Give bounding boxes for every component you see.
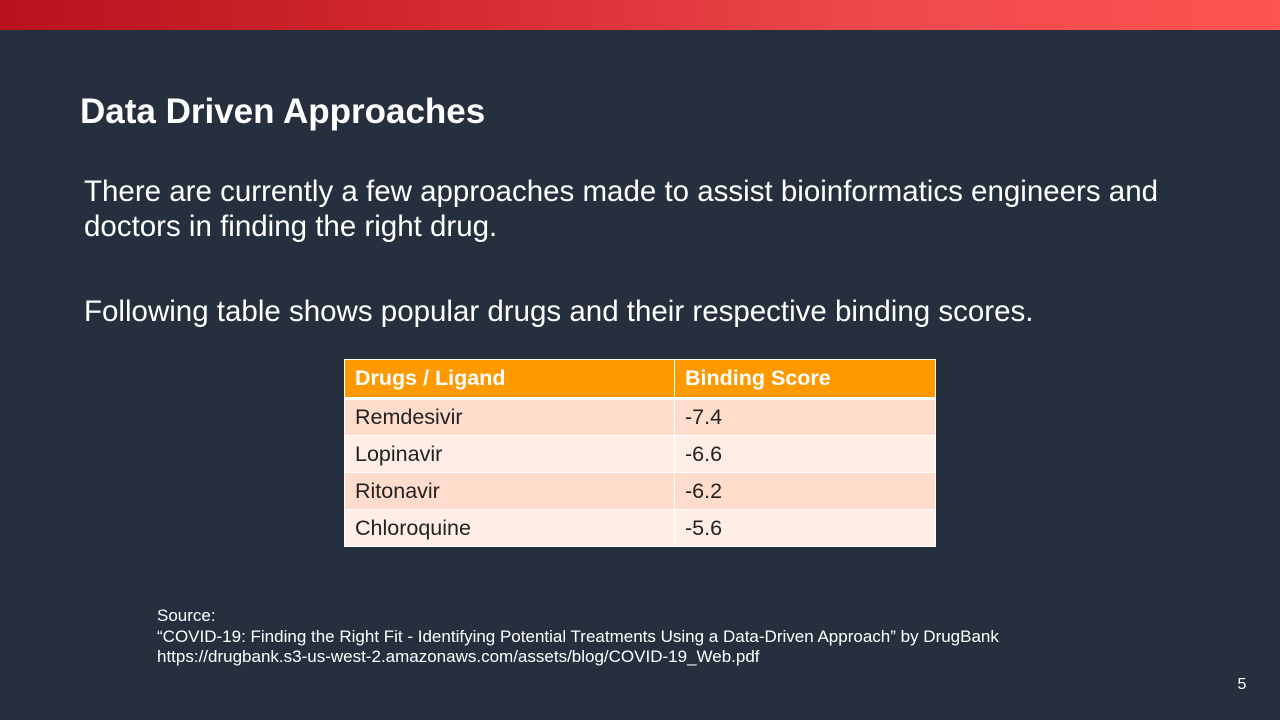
drug-name-cell: Ritonavir	[344, 472, 675, 510]
page-number: 5	[1237, 676, 1247, 693]
drug-name-cell: Chloroquine	[344, 509, 675, 547]
binding-score-table: Drugs / Ligand Binding Score Remdesivir …	[344, 359, 936, 547]
slide-title: Data Driven Approaches	[80, 92, 486, 131]
source-citation: Source: “COVID-19: Finding the Right Fit…	[157, 606, 999, 668]
binding-score-cell: -6.2	[674, 472, 936, 510]
header-binding-score: Binding Score	[674, 359, 936, 400]
table-header-row: Drugs / Ligand Binding Score	[344, 359, 936, 400]
drug-name-cell: Remdesivir	[344, 398, 675, 436]
binding-score-cell: -5.6	[674, 509, 936, 547]
header-drugs-ligand: Drugs / Ligand	[344, 359, 675, 400]
source-url[interactable]: https://drugbank.s3-us-west-2.amazonaws.…	[157, 647, 760, 666]
table-row: Ritonavir -6.2	[344, 472, 936, 510]
table-row: Remdesivir -7.4	[344, 398, 936, 436]
table-row: Chloroquine -5.6	[344, 509, 936, 547]
table-intro-paragraph: Following table shows popular drugs and …	[84, 295, 1034, 328]
top-accent-bar	[0, 0, 1280, 30]
intro-paragraph: There are currently a few approaches mad…	[84, 175, 1159, 243]
binding-score-cell: -6.6	[674, 435, 936, 473]
drug-name-cell: Lopinavir	[344, 435, 675, 473]
binding-score-cell: -7.4	[674, 398, 936, 436]
source-title: “COVID-19: Finding the Right Fit - Ident…	[157, 626, 999, 646]
table-row: Lopinavir -6.6	[344, 435, 936, 473]
source-label: Source:	[157, 606, 216, 625]
